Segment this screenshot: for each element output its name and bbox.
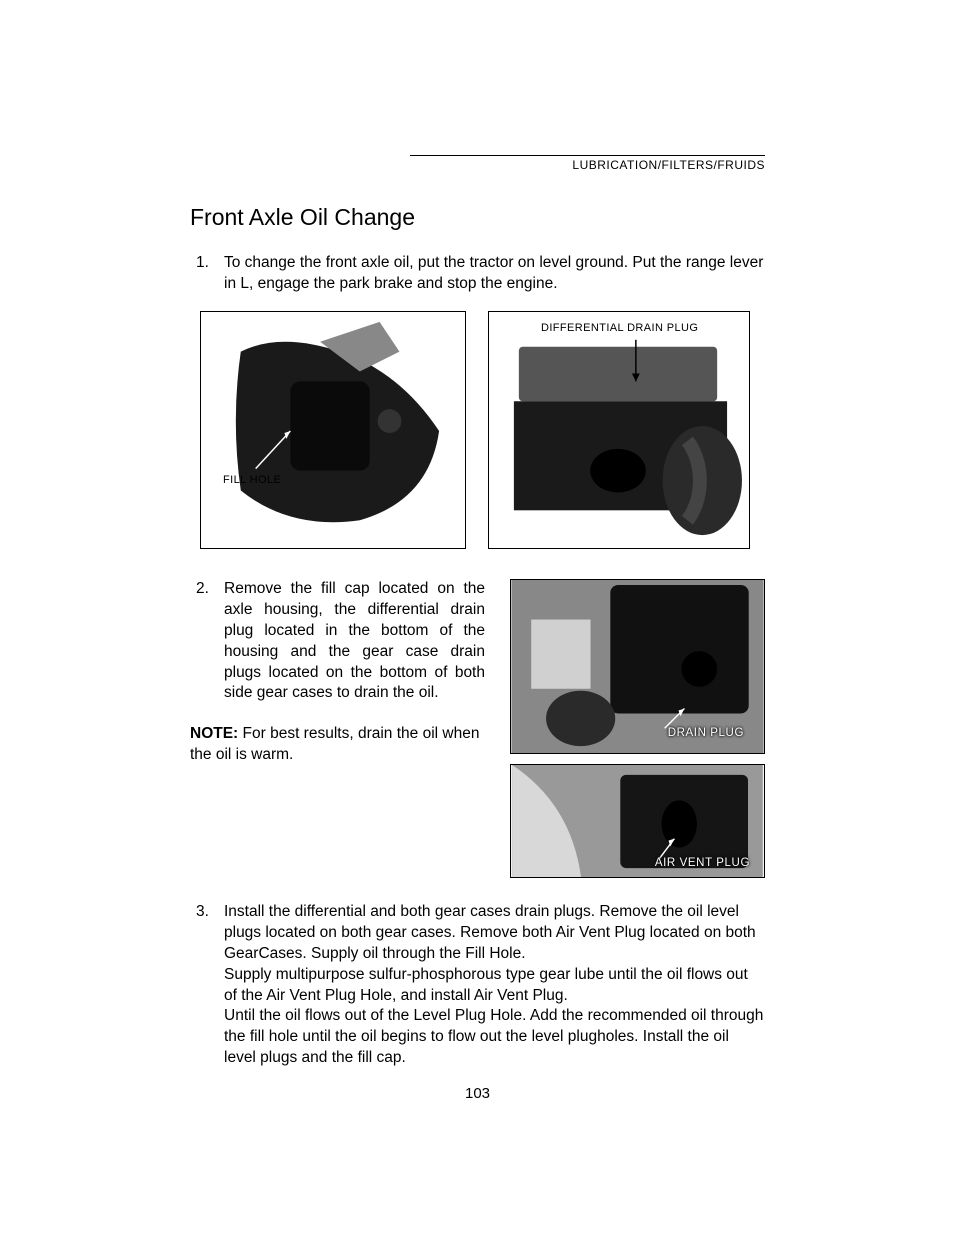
page-title: Front Axle Oil Change [190, 204, 765, 231]
figure-fill-hole: FILL HOLE [200, 311, 466, 549]
figure-drain-plug: DRAIN PLUG [510, 579, 765, 754]
step2-text-col: 2. Remove the fill cap located on the ax… [190, 579, 485, 766]
callout-drain-plug: DRAIN PLUG [668, 727, 744, 739]
page-number: 103 [190, 1085, 765, 1102]
header-rule [410, 155, 765, 156]
section-header: LUBRICATION/FILTERS/FRUIDS [410, 158, 765, 172]
figure-row-1: FILL HOLE DIFFERENTIAL DRAIN PLUG [200, 311, 765, 549]
step2-row: 2. Remove the fill cap located on the ax… [190, 579, 765, 878]
step-3-number: 3. [190, 902, 224, 1069]
step-3-text: Install the differential and both gear c… [224, 902, 765, 1069]
step-3: 3. Install the differential and both gea… [190, 902, 765, 1069]
step-2-text: Remove the fill cap located on the axle … [224, 579, 485, 705]
callout-air-vent: AIR VENT PLUG [655, 857, 750, 869]
step-1-number: 1. [190, 253, 224, 295]
figure-diff-drain: DIFFERENTIAL DRAIN PLUG [488, 311, 750, 549]
figure-stack-right: DRAIN PLUG AIR VENT PLUG [505, 579, 765, 878]
step-2-number: 2. [190, 579, 224, 705]
figure-fill-hole-svg [201, 312, 465, 548]
step-1-text: To change the front axle oil, put the tr… [224, 253, 765, 295]
note-block: NOTE: For best results, drain the oil wh… [190, 724, 485, 766]
figure-air-vent: AIR VENT PLUG [510, 764, 765, 878]
note-label: NOTE: [190, 725, 238, 742]
page-content: LUBRICATION/FILTERS/FRUIDS Front Axle Oi… [190, 155, 765, 1102]
callout-diff-drain: DIFFERENTIAL DRAIN PLUG [541, 322, 698, 334]
step-1: 1. To change the front axle oil, put the… [190, 253, 765, 295]
figure-diff-drain-svg [489, 312, 749, 548]
callout-fill-hole: FILL HOLE [223, 474, 281, 486]
